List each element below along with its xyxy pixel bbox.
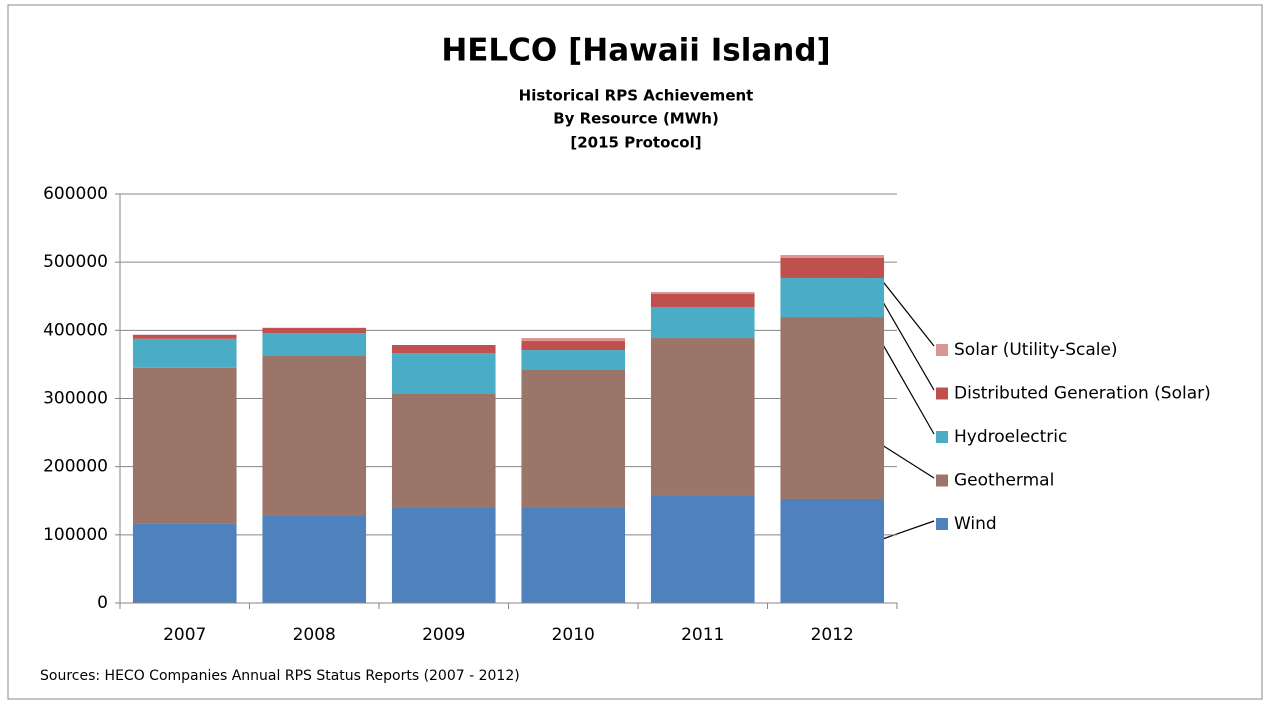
subtitle: Historical RPS Achievement <box>519 87 754 105</box>
y-tick-label: 200000 <box>43 457 108 477</box>
bar-segment <box>392 394 496 508</box>
bar-segment <box>651 307 755 338</box>
chart-title: HELCO [Hawaii Island] <box>441 33 830 69</box>
legend-label: Distributed Generation (Solar) <box>954 384 1211 404</box>
legend-label: Solar (Utility-Scale) <box>954 340 1118 360</box>
bar-segment <box>133 368 237 524</box>
x-tick-label: 2011 <box>681 625 724 645</box>
legend-swatch <box>936 344 948 356</box>
bar-segment <box>392 508 496 603</box>
y-tick-label: 300000 <box>43 389 108 409</box>
y-tick-label: 100000 <box>43 525 108 545</box>
bar-segment <box>780 278 884 317</box>
legend-swatch <box>936 431 948 443</box>
bar-segment <box>780 255 884 258</box>
bar-segment <box>521 341 625 350</box>
x-tick-label: 2012 <box>811 625 854 645</box>
bar-segment <box>780 499 884 603</box>
y-tick-label: 400000 <box>43 320 108 340</box>
legend-swatch <box>936 388 948 400</box>
bar-segment <box>651 496 755 603</box>
x-tick-label: 2007 <box>163 625 206 645</box>
source-note: Sources: HECO Companies Annual RPS Statu… <box>40 668 520 684</box>
bar-segment <box>262 328 366 333</box>
subtitle: [2015 Protocol] <box>570 134 701 152</box>
bar-segment <box>651 292 755 294</box>
bar-segment <box>133 339 237 368</box>
bar-segment <box>392 353 496 394</box>
x-tick-label: 2009 <box>422 625 465 645</box>
bar-segment <box>780 258 884 278</box>
bar-segment <box>133 524 237 603</box>
bar-segment <box>521 338 625 341</box>
subtitle: By Resource (MWh) <box>553 110 719 128</box>
legend-swatch <box>936 475 948 487</box>
bar-segment <box>262 356 366 516</box>
bar-segment <box>521 350 625 370</box>
bar-segment <box>521 508 625 603</box>
legend-label: Geothermal <box>954 471 1054 491</box>
legend-label: Wind <box>954 514 997 534</box>
bar-segment <box>392 345 496 353</box>
bar-segment <box>651 338 755 496</box>
bar-segment <box>133 335 237 339</box>
bar-segment <box>780 317 884 499</box>
legend-swatch <box>936 518 948 530</box>
bar-segment <box>651 294 755 307</box>
y-tick-label: 0 <box>97 593 108 613</box>
y-tick-label: 600000 <box>43 184 108 204</box>
y-tick-label: 500000 <box>43 252 108 272</box>
legend-label: Hydroelectric <box>954 427 1067 447</box>
bar-segment <box>262 333 366 356</box>
bar-segment <box>521 370 625 508</box>
x-tick-label: 2010 <box>552 625 595 645</box>
x-tick-label: 2008 <box>293 625 336 645</box>
bar-segment <box>262 516 366 603</box>
